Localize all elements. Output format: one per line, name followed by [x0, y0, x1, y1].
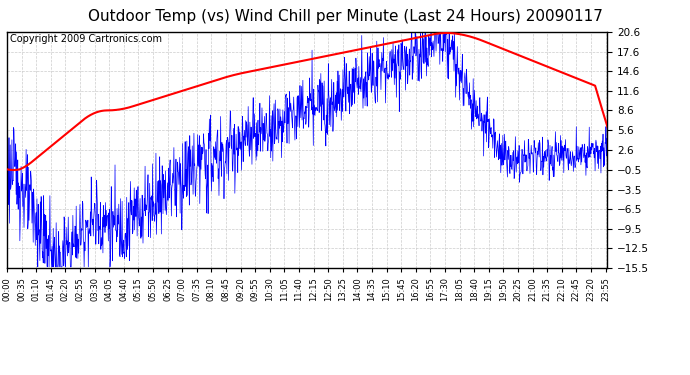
- Text: Outdoor Temp (vs) Wind Chill per Minute (Last 24 Hours) 20090117: Outdoor Temp (vs) Wind Chill per Minute …: [88, 9, 602, 24]
- Text: Copyright 2009 Cartronics.com: Copyright 2009 Cartronics.com: [10, 34, 162, 44]
